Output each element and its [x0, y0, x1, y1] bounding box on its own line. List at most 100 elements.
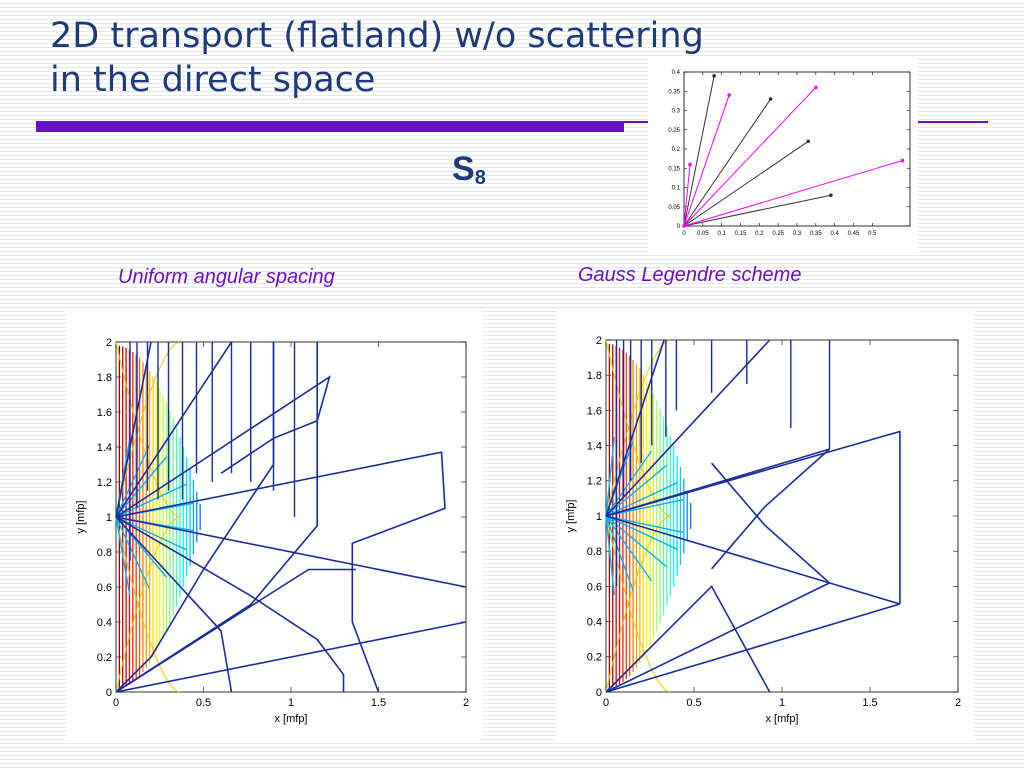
x-tick-label: 0	[113, 697, 119, 709]
y-tick-label: 1.8	[97, 372, 112, 384]
x-tick-label: 1	[288, 697, 294, 709]
x-tick-label: 2	[463, 697, 469, 709]
y-tick-label: 1	[596, 511, 602, 523]
trace-line	[115, 621, 467, 693]
slide-title-line2: in the direct space	[50, 60, 376, 100]
y-tick-label: 0.4	[587, 616, 602, 628]
y-tick-label: 2	[596, 335, 602, 347]
y-tick-label: 1	[106, 512, 112, 524]
caption-left: Uniform angular spacing	[118, 266, 335, 288]
uniform-spacing-chart: 0 0.5 1 1.5 2 0 0.2 0.4 0.6 0.8 1 1.2 1.4 1.6 1.8 2 x [m…	[75, 337, 469, 725]
trace-line	[605, 462, 831, 693]
title-underline-bar	[36, 121, 624, 132]
x-tick-label: 0.45	[848, 231, 860, 237]
fan-ray	[115, 516, 131, 595]
trace-line	[115, 342, 275, 693]
direction-ray	[683, 160, 903, 227]
caption-right: Gauss Legendre scheme	[578, 264, 802, 286]
fan-ray	[605, 515, 679, 551]
direction-ray	[683, 140, 809, 227]
y-tick-label: 0.4	[97, 617, 112, 629]
y-tick-label: 0.4	[672, 70, 681, 76]
trace-line	[115, 516, 345, 692]
trace-line	[115, 342, 318, 693]
fan-ray	[115, 445, 150, 518]
y-tick-label: 0.2	[587, 652, 602, 664]
fan-ray	[115, 516, 188, 551]
fan-ray	[605, 515, 634, 591]
right-plot-panel: 0 0.5 1 1.5 2 0 0.2 0.4 0.6 0.8 1 1.2 1.4 1.6 1.8 2 x [m…	[556, 310, 974, 740]
quadrature-label: S8	[452, 150, 486, 190]
direction-point	[712, 74, 716, 78]
trace-line	[115, 516, 467, 588]
x-tick-label: 0.5	[686, 697, 701, 709]
trace-line	[115, 341, 233, 518]
trace-line	[115, 516, 233, 693]
trace-line	[605, 603, 901, 693]
origin-point	[682, 224, 686, 228]
y-tick-label: 0.2	[97, 652, 112, 664]
x-tick-label: 0.25	[772, 231, 784, 237]
direction-ray	[683, 164, 691, 227]
trace-line	[605, 515, 901, 605]
fan-ray	[605, 515, 684, 534]
y-tick-label: 0.35	[668, 89, 680, 95]
y-tick-label: 0	[677, 224, 681, 230]
x-axis-label: x [mfp]	[765, 713, 798, 725]
y-tick-label: 0.15	[668, 166, 680, 172]
fan-ray	[605, 515, 615, 595]
y-axis-label: y [mfp]	[75, 500, 87, 533]
inset-directions-chart: 0 0.05 0.1 0.15 0.2 0.25 0.3 0.35 0.4 0.45 0.5 0 0.0…	[668, 70, 911, 237]
fan-ray	[605, 481, 679, 517]
fan-ray	[115, 483, 188, 518]
y-tick-label: 1.4	[97, 442, 112, 454]
direction-point	[806, 139, 811, 144]
trace-line	[605, 585, 771, 693]
trace-line	[115, 341, 152, 518]
slide-title: 2D transport (flatland) w/o scattering i…	[50, 14, 704, 102]
y-tick-label: 0.05	[668, 205, 680, 211]
y-tick-label: 2	[106, 337, 112, 349]
quadrature-label-main: S	[452, 150, 475, 188]
y-tick-label: 1.2	[587, 476, 602, 488]
x-tick-label: 0.5	[196, 697, 211, 709]
y-tick-label: 0.1	[672, 186, 681, 192]
y-tick-label: 0.6	[97, 582, 112, 594]
x-tick-label: 0.2	[755, 231, 764, 237]
fan-ray	[605, 515, 653, 582]
direction-ray	[683, 75, 715, 227]
fan-ray	[605, 450, 653, 517]
y-axis-label: y [mfp]	[565, 499, 577, 532]
y-tick-label: 0	[596, 687, 602, 699]
y-tick-label: 0.8	[97, 547, 112, 559]
x-tick-label: 0.5	[868, 231, 877, 237]
trace-line	[115, 451, 446, 693]
y-tick-label: 1.6	[587, 405, 602, 417]
fan-ray	[115, 516, 150, 589]
x-axis-label: x [mfp]	[274, 713, 307, 725]
direction-point	[727, 93, 731, 97]
x-tick-label: 0.1	[717, 231, 726, 237]
y-tick-label: 1.8	[587, 370, 602, 382]
slide-title-line1: 2D transport (flatland) w/o scattering	[50, 16, 704, 56]
x-tick-label: 0.05	[697, 231, 709, 237]
quadrature-label-subscript: 8	[474, 167, 486, 189]
gauss-legendre-chart: 0 0.5 1 1.5 2 0 0.2 0.4 0.6 0.8 1 1.2 1.4 1.6 1.8 2 x [m…	[565, 335, 961, 725]
y-tick-label: 0.8	[587, 546, 602, 558]
x-tick-label: 0.4	[830, 231, 839, 237]
trace-line	[605, 430, 901, 604]
x-tick-label: 1	[779, 697, 785, 709]
y-tick-label: 1.4	[587, 440, 602, 452]
fan-ray	[605, 437, 615, 517]
x-tick-label: 0.15	[735, 231, 747, 237]
x-tick-label: 1.5	[371, 697, 386, 709]
trace-line	[605, 448, 831, 570]
x-tick-label: 2	[955, 697, 961, 709]
direction-ray	[683, 98, 772, 227]
inset-panel: 0 0.05 0.1 0.15 0.2 0.25 0.3 0.35 0.4 0.45 0.5 0 0.0…	[648, 58, 918, 254]
x-tick-label: 0	[603, 697, 609, 709]
trace-line	[605, 339, 771, 517]
left-plot-panel: 0 0.5 1 1.5 2 0 0.2 0.4 0.6 0.8 1 1.2 1.4 1.6 1.8 2 x [m…	[66, 310, 482, 740]
x-tick-label: 0.3	[793, 231, 802, 237]
direction-point	[900, 158, 905, 163]
